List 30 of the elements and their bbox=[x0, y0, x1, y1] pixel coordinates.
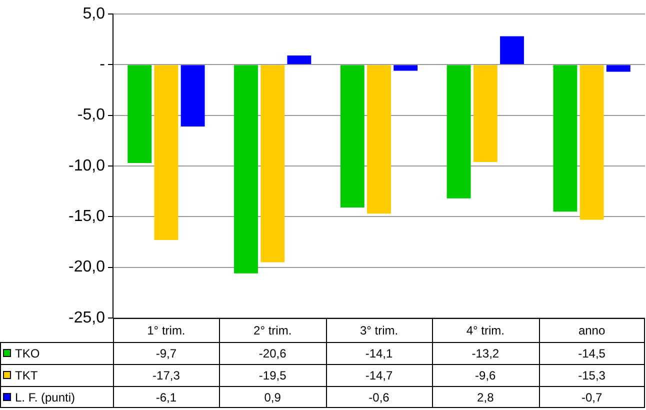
data-label: -13,2 bbox=[472, 346, 500, 360]
data-label: -0,6 bbox=[368, 390, 390, 404]
x-tick-label: 1° trim. bbox=[147, 323, 186, 338]
data-label: -20,6 bbox=[258, 346, 287, 360]
legend-label: TKO bbox=[15, 346, 40, 360]
data-label: -15,3 bbox=[578, 368, 606, 382]
data-label: -9,7 bbox=[156, 346, 177, 360]
y-tick-label: - bbox=[100, 56, 105, 74]
data-label: 0,9 bbox=[264, 390, 282, 404]
x-tick-label: 2° trim. bbox=[254, 323, 292, 338]
x-tick-label: 4° trim. bbox=[466, 323, 504, 338]
data-label: -14,1 bbox=[365, 346, 393, 360]
data-label: -19,5 bbox=[258, 368, 287, 382]
data-label: -0,7 bbox=[581, 390, 602, 404]
data-label: 2,8 bbox=[477, 390, 494, 404]
legend-label: L. F. (punti) bbox=[15, 390, 76, 404]
y-tick-label: -5,0 bbox=[77, 106, 106, 124]
y-tick-label: -10,0 bbox=[68, 157, 106, 174]
legend-label: TKT bbox=[15, 368, 38, 382]
data-label: -14,5 bbox=[578, 346, 606, 360]
data-label: -17,3 bbox=[152, 368, 180, 382]
y-tick-label: -15,0 bbox=[68, 208, 106, 226]
x-tick-label: 3° trim. bbox=[360, 323, 398, 338]
y-tick-label: -25,0 bbox=[68, 309, 106, 326]
data-label: -9,6 bbox=[475, 368, 496, 382]
y-tick-label: -20,0 bbox=[68, 258, 106, 276]
y-tick-label: 5,0 bbox=[82, 5, 106, 22]
data-label: -6,1 bbox=[156, 390, 177, 404]
x-tick-label: anno bbox=[578, 323, 606, 338]
data-label: -14,7 bbox=[365, 368, 393, 382]
